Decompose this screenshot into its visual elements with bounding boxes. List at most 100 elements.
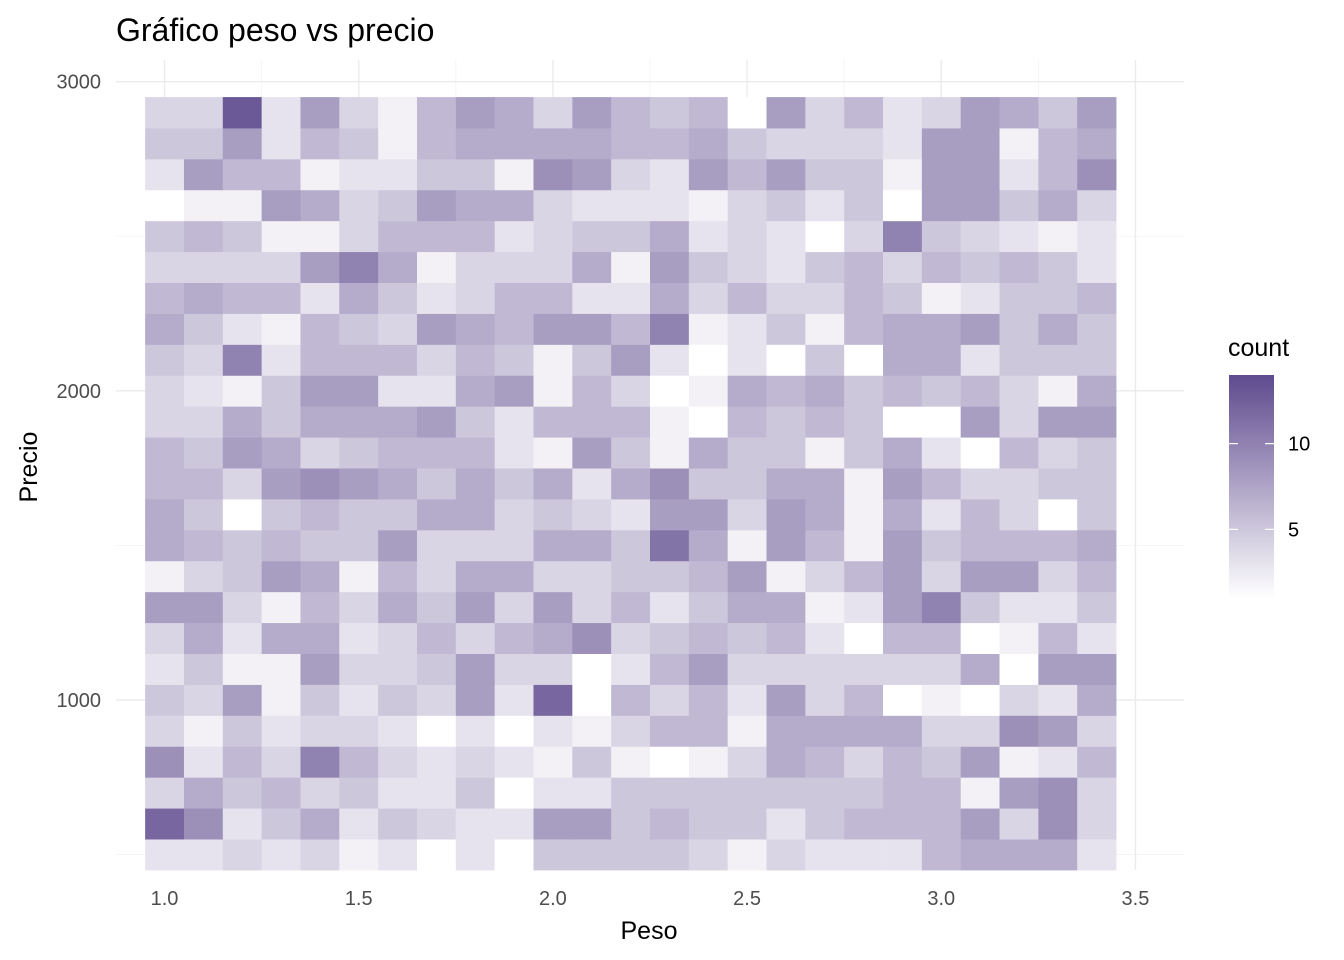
heatmap-cell	[805, 158, 845, 191]
heatmap-cell	[766, 97, 806, 129]
heatmap-cell	[572, 375, 612, 407]
heatmap-cell	[650, 313, 690, 345]
heatmap-cell	[261, 158, 301, 191]
heatmap-cell	[883, 344, 923, 376]
heatmap-cell	[378, 622, 418, 654]
heatmap-cell	[261, 468, 301, 500]
heatmap-cell	[650, 189, 690, 222]
heatmap-cell	[1038, 158, 1078, 191]
heatmap-cell	[378, 282, 418, 314]
heatmap-cell	[1077, 282, 1117, 314]
heatmap-cell	[883, 529, 923, 562]
heatmap-cell	[222, 406, 263, 438]
heatmap-cell	[805, 128, 845, 160]
x-tick-label: 1.0	[151, 888, 179, 910]
heatmap-cell	[300, 684, 340, 716]
heatmap-cell	[145, 839, 185, 871]
heatmap-cell	[727, 468, 767, 500]
heatmap-cell	[339, 97, 379, 129]
heatmap-cell	[960, 529, 1000, 562]
heatmap-cell	[300, 808, 340, 840]
heatmap-cell	[960, 344, 1000, 376]
heatmap-cell	[999, 808, 1039, 840]
heatmap-cell	[999, 529, 1039, 562]
heatmap-cell	[883, 375, 923, 407]
heatmap-cell	[222, 715, 263, 747]
heatmap-cell	[1038, 437, 1078, 469]
heatmap-cell	[766, 406, 806, 438]
heatmap-cell	[261, 622, 301, 654]
heatmap-cell	[300, 746, 340, 778]
heatmap-cell	[183, 746, 224, 778]
heatmap-cell	[727, 251, 767, 283]
heatmap-cell	[1077, 97, 1117, 129]
heatmap-cell	[960, 97, 1000, 129]
heatmap-cell	[960, 128, 1000, 160]
x-tick-label: 2.0	[539, 888, 567, 910]
heatmap-cell	[611, 591, 651, 624]
heatmap-cell	[533, 839, 573, 871]
heatmap-cell	[222, 839, 263, 871]
heatmap-cell	[378, 499, 418, 531]
heatmap-cell	[300, 529, 340, 562]
heatmap-cell	[727, 653, 767, 685]
heatmap-cell	[960, 715, 1000, 747]
heatmap-cell	[145, 715, 185, 747]
heatmap-cell	[222, 282, 263, 314]
heatmap-cell	[727, 808, 767, 840]
heatmap-cell	[261, 375, 301, 407]
heatmap-cell	[650, 839, 690, 871]
heatmap-cell	[688, 282, 729, 314]
heatmap-cell	[300, 97, 340, 129]
heatmap-cell	[883, 653, 923, 685]
heatmap-cell	[999, 468, 1039, 500]
heatmap-cell	[416, 251, 457, 283]
heatmap-cell	[300, 251, 340, 283]
heatmap-cell	[921, 684, 962, 716]
heatmap-cell	[339, 189, 379, 222]
heatmap-cell	[960, 560, 1000, 593]
heatmap-cell	[883, 684, 923, 716]
heatmap-cell	[261, 313, 301, 345]
heatmap-cell	[378, 653, 418, 685]
heatmap-cell	[455, 715, 496, 747]
legend-tick-label: 10	[1288, 434, 1310, 456]
heatmap-cell	[572, 839, 612, 871]
heatmap-cell	[300, 158, 340, 191]
heatmap-cell	[1038, 715, 1078, 747]
heatmap-cell	[455, 808, 496, 840]
heatmap-cell	[572, 437, 612, 469]
heatmap-cell	[494, 808, 534, 840]
heatmap-cell	[766, 746, 806, 778]
heatmap-cell	[999, 437, 1039, 469]
heatmap-cell	[844, 251, 884, 283]
heatmap-cell	[960, 591, 1000, 624]
heatmap-cell	[416, 499, 457, 531]
heatmap-cell	[300, 591, 340, 624]
heatmap-cell	[844, 468, 884, 500]
heatmap-cell	[183, 653, 224, 685]
heatmap-cell	[960, 282, 1000, 314]
heatmap-cell	[300, 282, 340, 314]
heatmap-cell	[650, 251, 690, 283]
heatmap-cell	[533, 344, 573, 376]
heatmap-cell	[145, 375, 185, 407]
heatmap-cell	[222, 344, 263, 376]
heatmap-cell	[805, 375, 845, 407]
heatmap-cell	[222, 653, 263, 685]
heatmap-cell	[688, 97, 729, 129]
heatmap-cell	[1038, 839, 1078, 871]
heatmap-cell	[533, 375, 573, 407]
heatmap-cell	[222, 220, 263, 253]
heatmap-cell	[455, 622, 496, 654]
heatmap-cell	[533, 251, 573, 283]
heatmap-cell	[455, 684, 496, 716]
heatmap-cell	[261, 560, 301, 593]
heatmap-cell	[222, 97, 263, 129]
heatmap-cell	[960, 839, 1000, 871]
heatmap-cell	[611, 406, 651, 438]
heatmap-cell	[145, 313, 185, 345]
heatmap-cell	[960, 684, 1000, 716]
heatmap-cell	[378, 684, 418, 716]
heatmap-cell	[650, 529, 690, 562]
